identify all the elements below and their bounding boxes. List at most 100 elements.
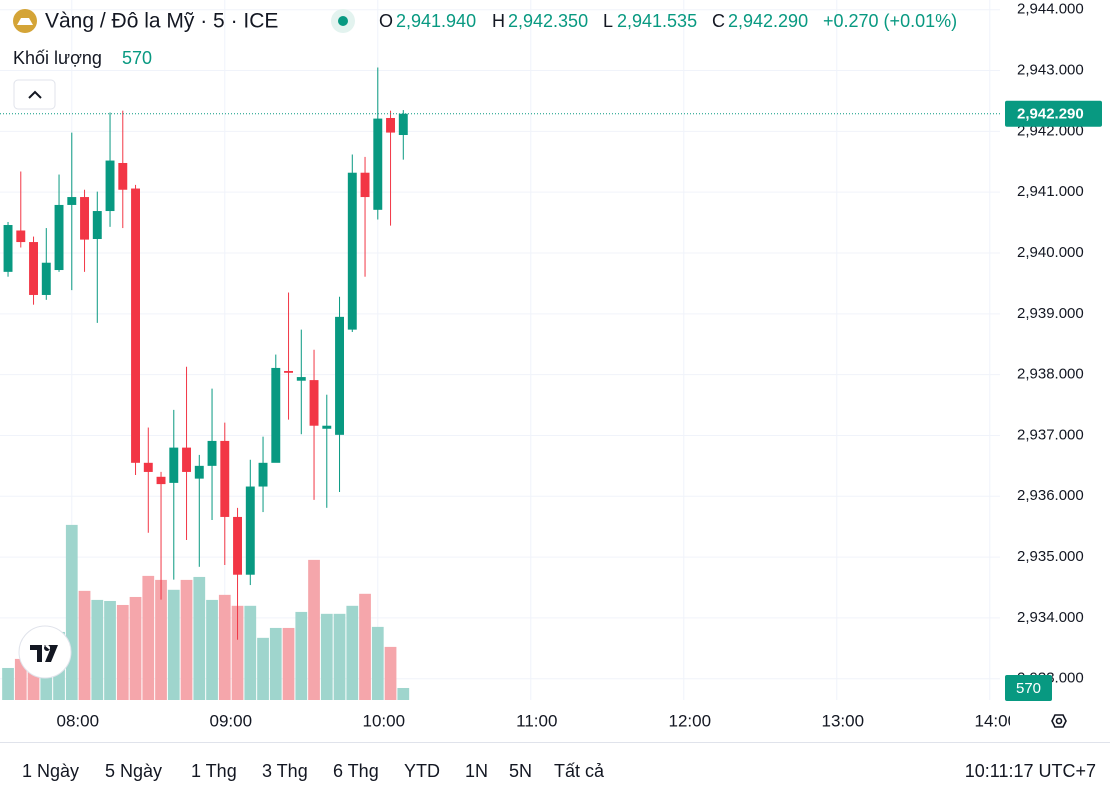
candle-body — [67, 197, 77, 205]
logo — [18, 625, 72, 679]
candle-body — [258, 462, 268, 487]
volume-bar — [129, 596, 142, 700]
volume-tag-label: 570 — [1016, 680, 1041, 697]
candle-body — [347, 172, 357, 330]
x-tick-label: 10:00 — [363, 711, 406, 730]
range-button[interactable]: 3 Thg — [262, 761, 308, 781]
y-tick-label: 2,934.000 — [1017, 609, 1084, 626]
ohlc-letter: L — [603, 11, 613, 31]
volume-bar — [282, 627, 295, 700]
volume-bar — [206, 599, 218, 700]
collapse-icon — [28, 90, 42, 99]
candle-body — [156, 476, 166, 485]
logo-mark — [30, 645, 58, 662]
volume-bar — [231, 605, 244, 700]
candle-body — [92, 211, 102, 240]
volume-bar — [333, 613, 346, 700]
volume-bar — [269, 627, 282, 700]
candle-body — [105, 160, 115, 212]
volume-bar — [104, 600, 116, 700]
ohlc-letter: O — [379, 11, 393, 31]
last-price-tag — [1005, 100, 1102, 127]
volume-bar — [397, 687, 410, 700]
candle-body — [360, 172, 370, 198]
candle-body — [118, 162, 128, 190]
volume-bar — [78, 590, 91, 700]
symbol-icon-bar — [17, 18, 33, 25]
candle-body — [271, 367, 281, 463]
volume-bar — [218, 594, 231, 700]
ohlc-value: 2,941.535 — [617, 11, 697, 31]
range-button[interactable]: YTD — [404, 761, 440, 781]
ohlc-letter: H — [492, 11, 505, 31]
range-button[interactable]: 1 Ngày — [22, 761, 79, 781]
legend: Vàng / Đô la Mỹ · 5 · ICE O 2,941.940 H … — [13, 9, 957, 110]
range-button[interactable]: 1N — [465, 761, 488, 781]
settings-icon[interactable] — [1051, 714, 1067, 728]
clock[interactable]: 10:11:17 UTC+7 — [965, 761, 1096, 781]
volume-bar — [308, 559, 320, 700]
volume-tag — [1005, 674, 1052, 701]
y-tick-label: 2,937.000 — [1017, 426, 1084, 443]
candle-body — [386, 117, 396, 133]
x-tick-label: 13:00 — [822, 711, 865, 730]
candle-body — [207, 440, 217, 466]
volume-bar — [359, 593, 371, 700]
candle-body — [169, 447, 179, 483]
x-tick-label: 08:00 — [57, 711, 100, 730]
candle-body — [80, 197, 89, 240]
ohlc-value: 2,942.350 — [508, 11, 588, 31]
range-button[interactable]: Tất cả — [554, 761, 605, 781]
candle-body — [41, 262, 51, 295]
volume-bar — [142, 575, 155, 700]
x-tick-label: 11:00 — [516, 711, 557, 730]
volume-bar — [167, 589, 180, 700]
volume-bar — [91, 599, 104, 700]
range-button[interactable]: 5 Ngày — [105, 761, 162, 781]
volume-bar — [14, 658, 27, 700]
candle-body — [131, 188, 140, 463]
collapse-button[interactable] — [13, 79, 56, 110]
ohlc-letter: C — [712, 11, 725, 31]
y-tick-label: 2,943.000 — [1017, 62, 1084, 79]
volume-bar — [27, 658, 40, 700]
candle-body — [220, 440, 230, 517]
candle-body — [309, 380, 319, 426]
x-tick-label: 12:00 — [669, 711, 712, 730]
candle-body — [373, 118, 383, 210]
y-tick-label: 2,944.000 — [1017, 1, 1084, 18]
volume-value: 570 — [122, 48, 152, 68]
candle-body — [29, 242, 38, 295]
volume-bar — [384, 646, 397, 700]
range-button[interactable]: 5N — [509, 761, 532, 781]
y-tick-label: 2,939.000 — [1017, 305, 1084, 322]
volume-bar — [155, 579, 167, 700]
candle-body — [194, 465, 204, 479]
y-tick-label: 2,935.000 — [1017, 548, 1084, 565]
candle-body — [398, 113, 408, 136]
ohlc-value: 2,942.290 — [728, 11, 808, 31]
volume-label: Khối lượng — [13, 48, 102, 68]
range-button[interactable]: 6 Thg — [333, 761, 379, 781]
volume-bar — [244, 605, 257, 700]
volume-bar — [193, 576, 206, 700]
range-button[interactable]: 1 Thg — [191, 761, 237, 781]
volume-bar — [257, 637, 269, 700]
symbol-title[interactable]: Vàng / Đô la Mỹ · 5 · ICE — [45, 10, 278, 33]
candle-body — [143, 462, 153, 472]
volume-bar — [65, 524, 78, 700]
x-tick-label: 14:00 — [975, 711, 1018, 730]
ohlc-value: 2,941.940 — [396, 11, 476, 31]
x-tick-label: 09:00 — [210, 711, 253, 730]
y-tick-label: 2,938.000 — [1017, 366, 1084, 383]
volume-bar — [2, 667, 14, 700]
candle-body — [284, 370, 294, 373]
candle-body — [322, 425, 332, 429]
settings-icon-center — [1055, 717, 1063, 725]
status-dot — [338, 16, 348, 26]
y-tick-label: 2,936.000 — [1017, 487, 1084, 504]
volume-bar — [346, 605, 359, 700]
candle-body — [3, 225, 13, 272]
